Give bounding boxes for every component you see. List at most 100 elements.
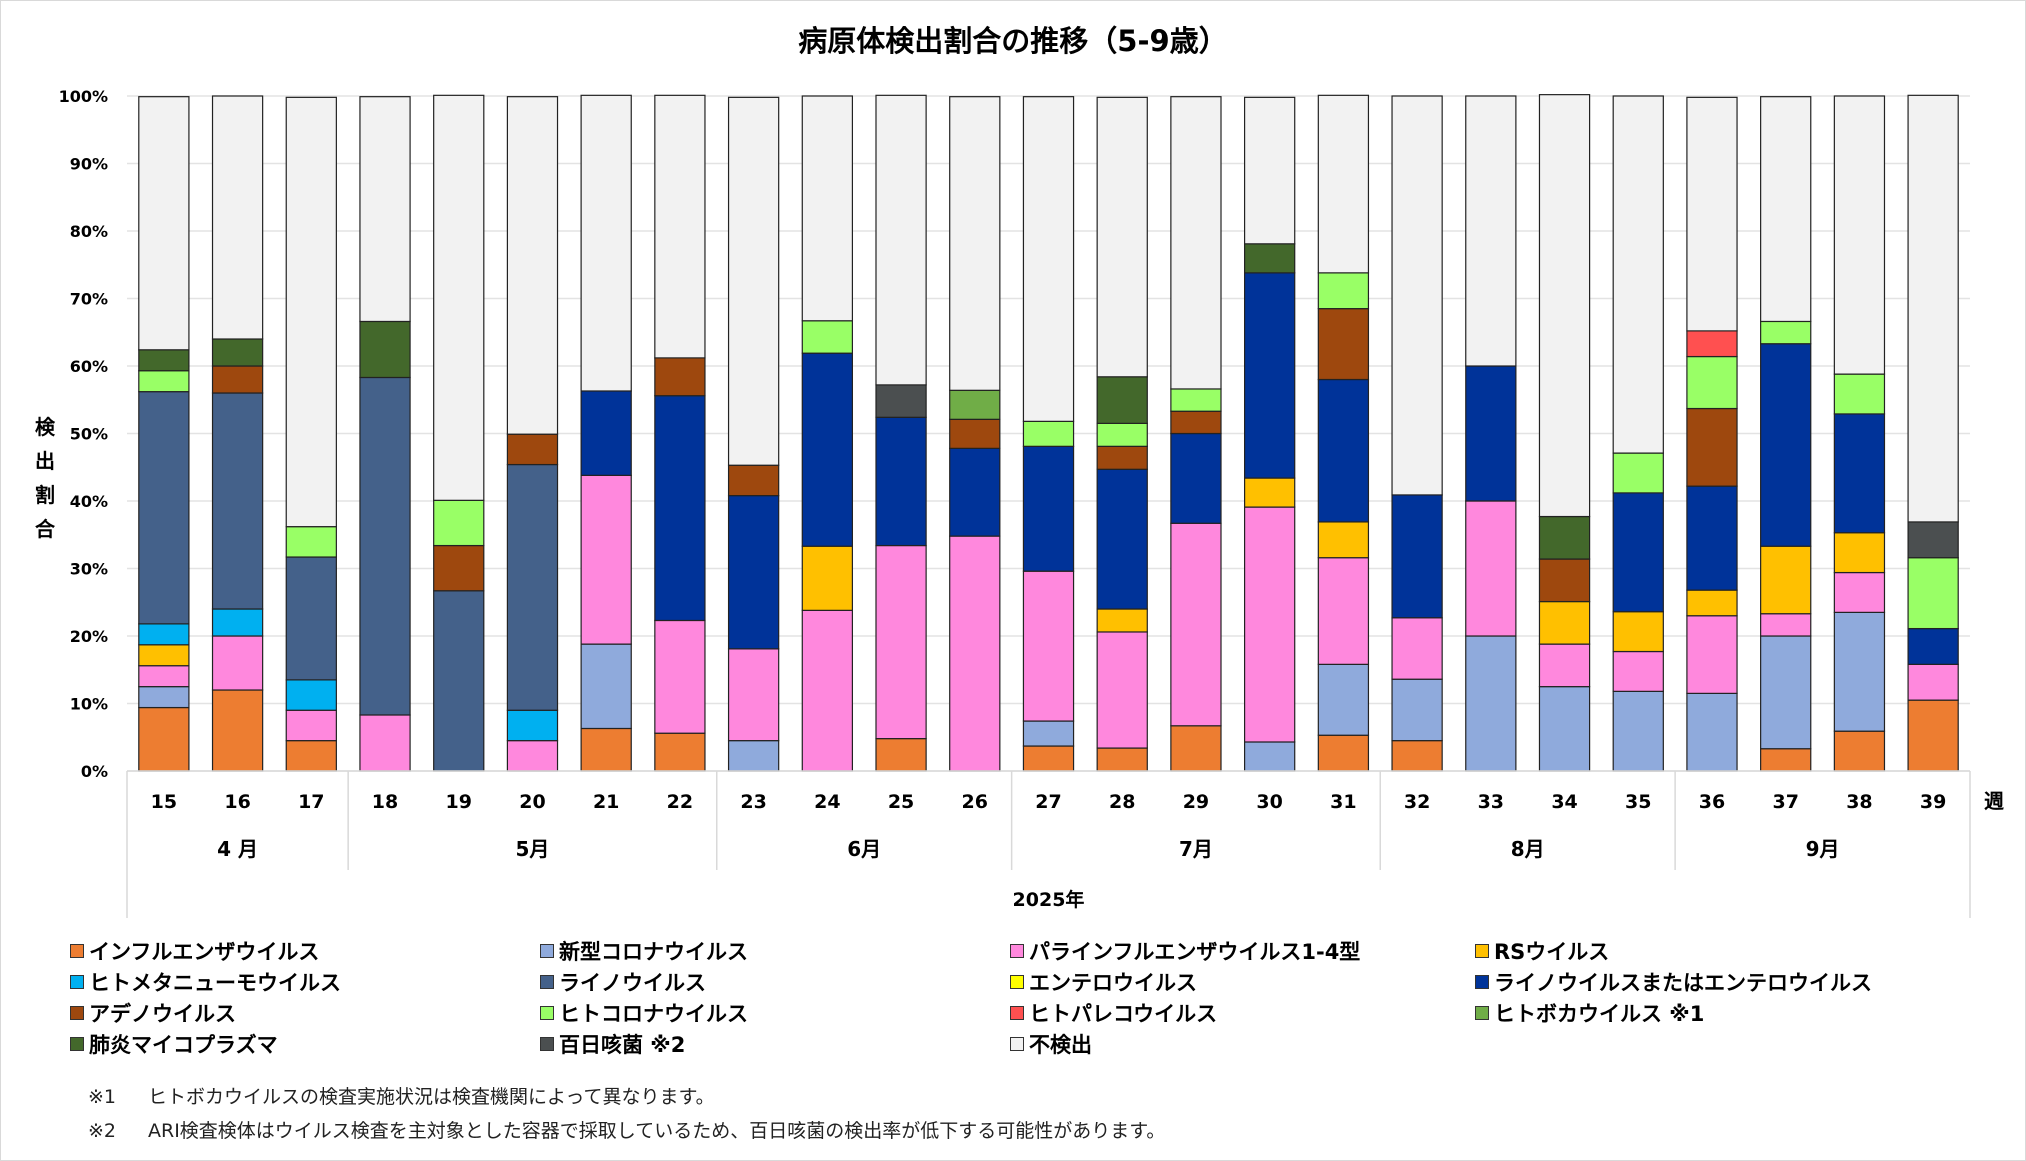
- bar-segment: [1317, 557, 1370, 665]
- bar-segment: [1907, 557, 1959, 630]
- bar-segment: [1243, 243, 1296, 274]
- x-tick-label: 27: [1035, 791, 1061, 813]
- bar-segment: [359, 714, 411, 772]
- bar-segment: [1317, 521, 1370, 559]
- bar-segment: [1833, 413, 1886, 534]
- y-axis-label-char: 出: [35, 449, 55, 473]
- legend-item: ライノウイルスまたはエンテロウイルス: [1475, 967, 1872, 997]
- legend-label: パラインフルエンザウイルス1-4型: [1029, 940, 1361, 964]
- legend-item: ヒトボカウイルス ※1: [1475, 998, 1704, 1028]
- bar-segment: [1686, 485, 1738, 591]
- bar-segment: [1096, 468, 1148, 610]
- x-tick-label: 28: [1109, 791, 1135, 813]
- bar-segment: [1612, 611, 1664, 653]
- bar-segment: [1096, 631, 1148, 749]
- x-tick-label: 23: [740, 791, 766, 813]
- legend-label: エンテロウイルス: [1029, 971, 1197, 995]
- bar-segment: [801, 545, 854, 611]
- bar-segment: [1907, 94, 1959, 523]
- bar-segment: [1833, 373, 1886, 415]
- bar-segment: [1170, 410, 1222, 435]
- bar-segment: [1391, 95, 1443, 496]
- bar-segment: [1170, 388, 1222, 412]
- bar-segment: [433, 499, 485, 547]
- bar-segment: [1243, 272, 1296, 479]
- x-tick-label: 24: [814, 791, 840, 813]
- x-tick-label: 16: [224, 791, 250, 813]
- bar-segment: [138, 349, 190, 372]
- legend-item: RSウイルス: [1475, 936, 1609, 966]
- bar-segment: [285, 740, 337, 772]
- month-label: 6月: [847, 837, 881, 861]
- bar-segment: [801, 320, 854, 354]
- bar-segment: [580, 727, 632, 772]
- bar-segment: [285, 96, 337, 528]
- legend-label: ヒトボカウイルス ※1: [1494, 1002, 1705, 1026]
- legend-swatch: [540, 975, 554, 989]
- month-label: 7月: [1179, 837, 1213, 861]
- bar-segment: [727, 464, 780, 497]
- legend-item: パラインフルエンザウイルス1-4型: [1010, 936, 1360, 966]
- y-tick-label: 20%: [70, 627, 108, 646]
- month-label: 9月: [1806, 837, 1840, 861]
- x-tick-label: 32: [1404, 791, 1430, 813]
- legend-label: ヒトコロナウイルス: [559, 1002, 748, 1026]
- bar-segment: [1022, 745, 1075, 772]
- bar-segment: [875, 416, 927, 547]
- bar-segment: [138, 644, 190, 667]
- legend-label: ヒトパレコウイルス: [1029, 1002, 1218, 1026]
- month-label: 4 月: [217, 837, 258, 861]
- bar-segment: [138, 665, 190, 688]
- bar-segment: [285, 526, 337, 558]
- bar-segment: [1096, 376, 1148, 424]
- bar-segment: [211, 95, 264, 340]
- bar-segment: [1022, 96, 1075, 422]
- legend-item: 不検出: [1010, 1029, 1092, 1059]
- bar-segment: [1538, 600, 1591, 645]
- bar-segment: [1760, 343, 1812, 547]
- y-tick-label: 60%: [70, 357, 108, 376]
- y-tick-label: 70%: [70, 290, 108, 309]
- bar-segment: [580, 390, 632, 476]
- x-tick-label: 31: [1330, 791, 1356, 813]
- y-tick-label: 90%: [70, 155, 108, 174]
- x-tick-label: 38: [1846, 791, 1872, 813]
- bar-segment: [1686, 96, 1738, 332]
- bar-segment: [1317, 94, 1370, 274]
- bar-segment: [727, 96, 780, 466]
- bar-segment: [359, 320, 411, 379]
- legend-swatch: [1475, 944, 1489, 958]
- bar-segment: [1317, 734, 1370, 772]
- legend-swatch: [1010, 944, 1024, 958]
- bar-segment: [654, 732, 706, 772]
- bar-segment: [433, 94, 485, 501]
- bar-segment: [1612, 95, 1664, 454]
- bar-segment: [506, 463, 559, 711]
- bar-segment: [1612, 452, 1664, 494]
- legend-label: 不検出: [1029, 1033, 1092, 1057]
- y-tick-label: 100%: [59, 87, 108, 106]
- bar-segment: [1022, 445, 1075, 572]
- bar-segment: [949, 389, 1001, 420]
- bar-segment: [1686, 355, 1738, 410]
- legend-label: アデノウイルス: [89, 1002, 236, 1026]
- bar-segment: [580, 474, 632, 645]
- bar-segment: [359, 376, 411, 716]
- bar-segment: [1243, 741, 1296, 772]
- bar-segment: [949, 535, 1001, 772]
- bar-segment: [1833, 611, 1886, 732]
- y-tick-label: 80%: [70, 222, 108, 241]
- bar-segment: [949, 96, 1001, 391]
- bar-segment: [1243, 96, 1296, 245]
- bar-segment: [285, 679, 337, 711]
- x-tick-label: 37: [1772, 791, 1798, 813]
- bar-segment: [1170, 432, 1222, 524]
- bar-segment: [138, 686, 190, 709]
- bar-segment: [1465, 500, 1517, 637]
- bar-segment: [433, 590, 485, 772]
- bar-segment: [1907, 627, 1959, 665]
- bar-segment: [211, 338, 264, 367]
- x-tick-label: 30: [1256, 791, 1282, 813]
- bar-segment: [1760, 635, 1812, 750]
- chart-title: 病原体検出割合の推移（5-9歳）: [798, 24, 1228, 58]
